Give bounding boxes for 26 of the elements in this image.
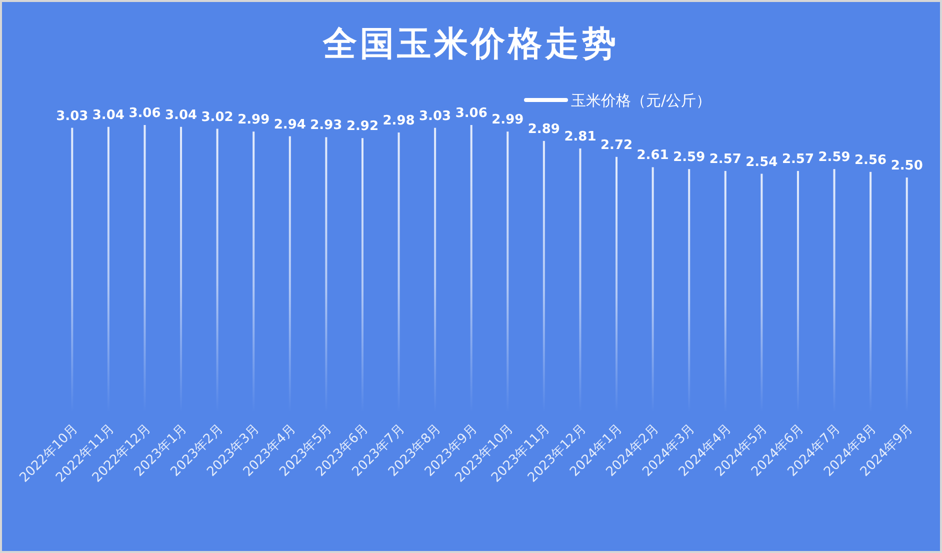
data-label: 2.56 (854, 152, 887, 168)
data-label: 3.04 (164, 108, 198, 123)
data-label: 3.03 (56, 108, 88, 124)
data-label: 2.81 (564, 129, 596, 144)
data-label: 2.93 (310, 118, 342, 134)
data-label: 2.99 (238, 112, 270, 128)
legend-label: 玉米价格（元/公斤） (571, 91, 712, 110)
data-label: 2.98 (382, 114, 415, 129)
data-label: 3.02 (201, 110, 234, 125)
data-label: 2.50 (890, 158, 923, 174)
data-label: 2.54 (746, 154, 778, 170)
data-label: 3.03 (419, 108, 452, 124)
data-label: 3.04 (92, 108, 124, 123)
data-label: 3.06 (455, 106, 488, 121)
data-label: 2.99 (492, 112, 524, 128)
data-label: 2.61 (636, 148, 669, 164)
data-label: 2.57 (782, 152, 814, 167)
data-label: 2.92 (346, 119, 379, 134)
data-label: 2.89 (528, 122, 560, 137)
chart-title: 全国玉米价格走势 (322, 24, 619, 64)
data-label: 3.06 (128, 106, 161, 121)
data-label: 2.94 (274, 117, 306, 132)
data-label: 2.59 (673, 150, 706, 166)
data-label: 2.57 (709, 152, 742, 167)
data-label: 2.59 (818, 150, 850, 166)
data-label: 2.72 (600, 138, 633, 153)
